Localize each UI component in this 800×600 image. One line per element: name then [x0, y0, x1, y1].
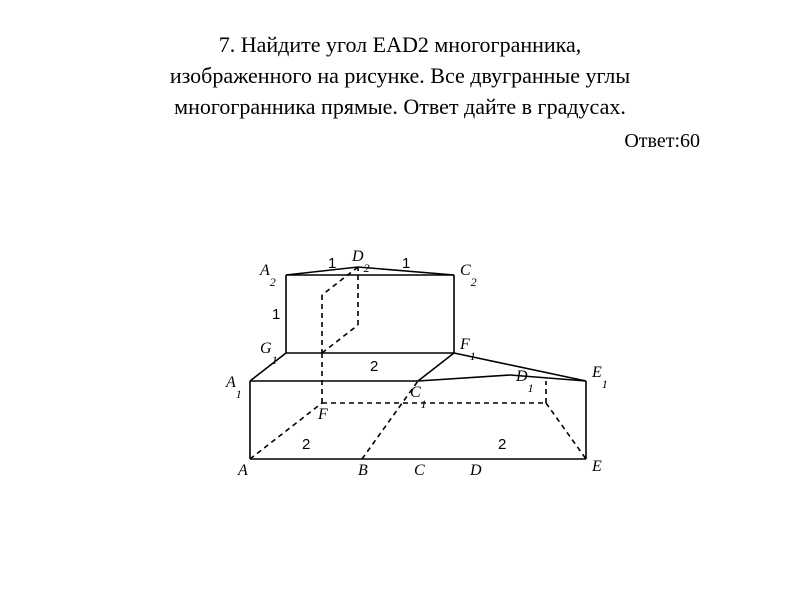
- svg-text:2: 2: [370, 358, 378, 375]
- answer-line: Ответ:60: [40, 130, 760, 153]
- svg-text:1: 1: [272, 306, 280, 323]
- diagram-container: A B C D E F A1 C1 D1 E1 G1 F1 A2 D2 C2 1 1 1 2 2 2: [40, 159, 760, 499]
- svg-text:F: F: [317, 406, 328, 423]
- svg-text:2: 2: [302, 436, 310, 453]
- svg-text:D1: D1: [515, 368, 534, 395]
- svg-text:E: E: [591, 458, 602, 475]
- problem-line-1: 7. Найдите угол EAD2 многогранника,: [40, 30, 760, 61]
- svg-text:C: C: [414, 462, 425, 479]
- polyhedron-diagram: A B C D E F A1 C1 D1 E1 G1 F1 A2 D2 C2 1 1 1 2 2 2: [190, 159, 630, 499]
- svg-text:C2: C2: [460, 262, 477, 289]
- answer-value: 60: [680, 130, 700, 152]
- svg-text:1: 1: [402, 255, 410, 272]
- answer-label: Ответ:: [624, 130, 680, 152]
- svg-text:A2: A2: [259, 262, 276, 289]
- svg-text:A: A: [237, 462, 248, 479]
- svg-text:F1: F1: [459, 336, 476, 363]
- svg-text:2: 2: [498, 436, 506, 453]
- svg-text:B: B: [358, 462, 368, 479]
- svg-text:G1: G1: [260, 340, 278, 367]
- svg-text:1: 1: [328, 255, 336, 272]
- svg-text:D: D: [469, 462, 482, 479]
- problem-line-2: изображенного на рисунке. Все двугранные…: [40, 61, 760, 92]
- svg-text:C1: C1: [410, 384, 427, 411]
- problem-line-3: многогранника прямые. Ответ дайте в град…: [40, 92, 760, 123]
- svg-text:E1: E1: [591, 364, 608, 391]
- svg-text:D2: D2: [351, 248, 370, 275]
- svg-text:A1: A1: [225, 374, 242, 401]
- page: 7. Найдите угол EAD2 многогранника, изоб…: [0, 0, 800, 600]
- problem-text: 7. Найдите угол EAD2 многогранника, изоб…: [40, 30, 760, 122]
